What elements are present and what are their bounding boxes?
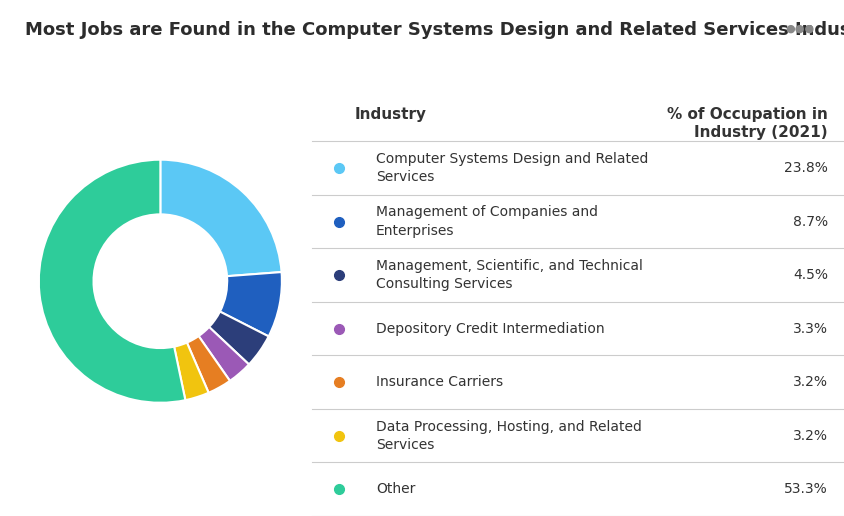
- Text: 3.2%: 3.2%: [793, 429, 828, 443]
- Text: Management of Companies and
Enterprises: Management of Companies and Enterprises: [376, 205, 598, 238]
- Wedge shape: [174, 343, 208, 400]
- Text: Computer Systems Design and Related
Services: Computer Systems Design and Related Serv…: [376, 152, 648, 184]
- Wedge shape: [39, 159, 186, 403]
- Text: 53.3%: 53.3%: [784, 482, 828, 496]
- Text: 23.8%: 23.8%: [784, 161, 828, 175]
- Wedge shape: [220, 272, 282, 336]
- Text: 8.7%: 8.7%: [793, 215, 828, 229]
- Wedge shape: [187, 336, 230, 393]
- Text: Management, Scientific, and Technical
Consulting Services: Management, Scientific, and Technical Co…: [376, 259, 643, 292]
- Text: Insurance Carriers: Insurance Carriers: [376, 375, 503, 389]
- Text: ●●●: ●●●: [785, 23, 814, 33]
- Text: Industry: Industry: [354, 107, 427, 122]
- Text: 4.5%: 4.5%: [793, 268, 828, 282]
- Wedge shape: [160, 159, 282, 276]
- Text: Depository Credit Intermediation: Depository Credit Intermediation: [376, 321, 604, 336]
- Text: 3.2%: 3.2%: [793, 375, 828, 389]
- Text: 3.3%: 3.3%: [793, 321, 828, 336]
- Text: Data Processing, Hosting, and Related
Services: Data Processing, Hosting, and Related Se…: [376, 420, 642, 452]
- Text: % of Occupation in
Industry (2021): % of Occupation in Industry (2021): [667, 107, 828, 140]
- Wedge shape: [198, 327, 249, 381]
- Text: Most Jobs are Found in the Computer Systems Design and Related Services Industry: Most Jobs are Found in the Computer Syst…: [25, 21, 844, 39]
- Text: Other: Other: [376, 482, 415, 496]
- Wedge shape: [209, 312, 268, 364]
